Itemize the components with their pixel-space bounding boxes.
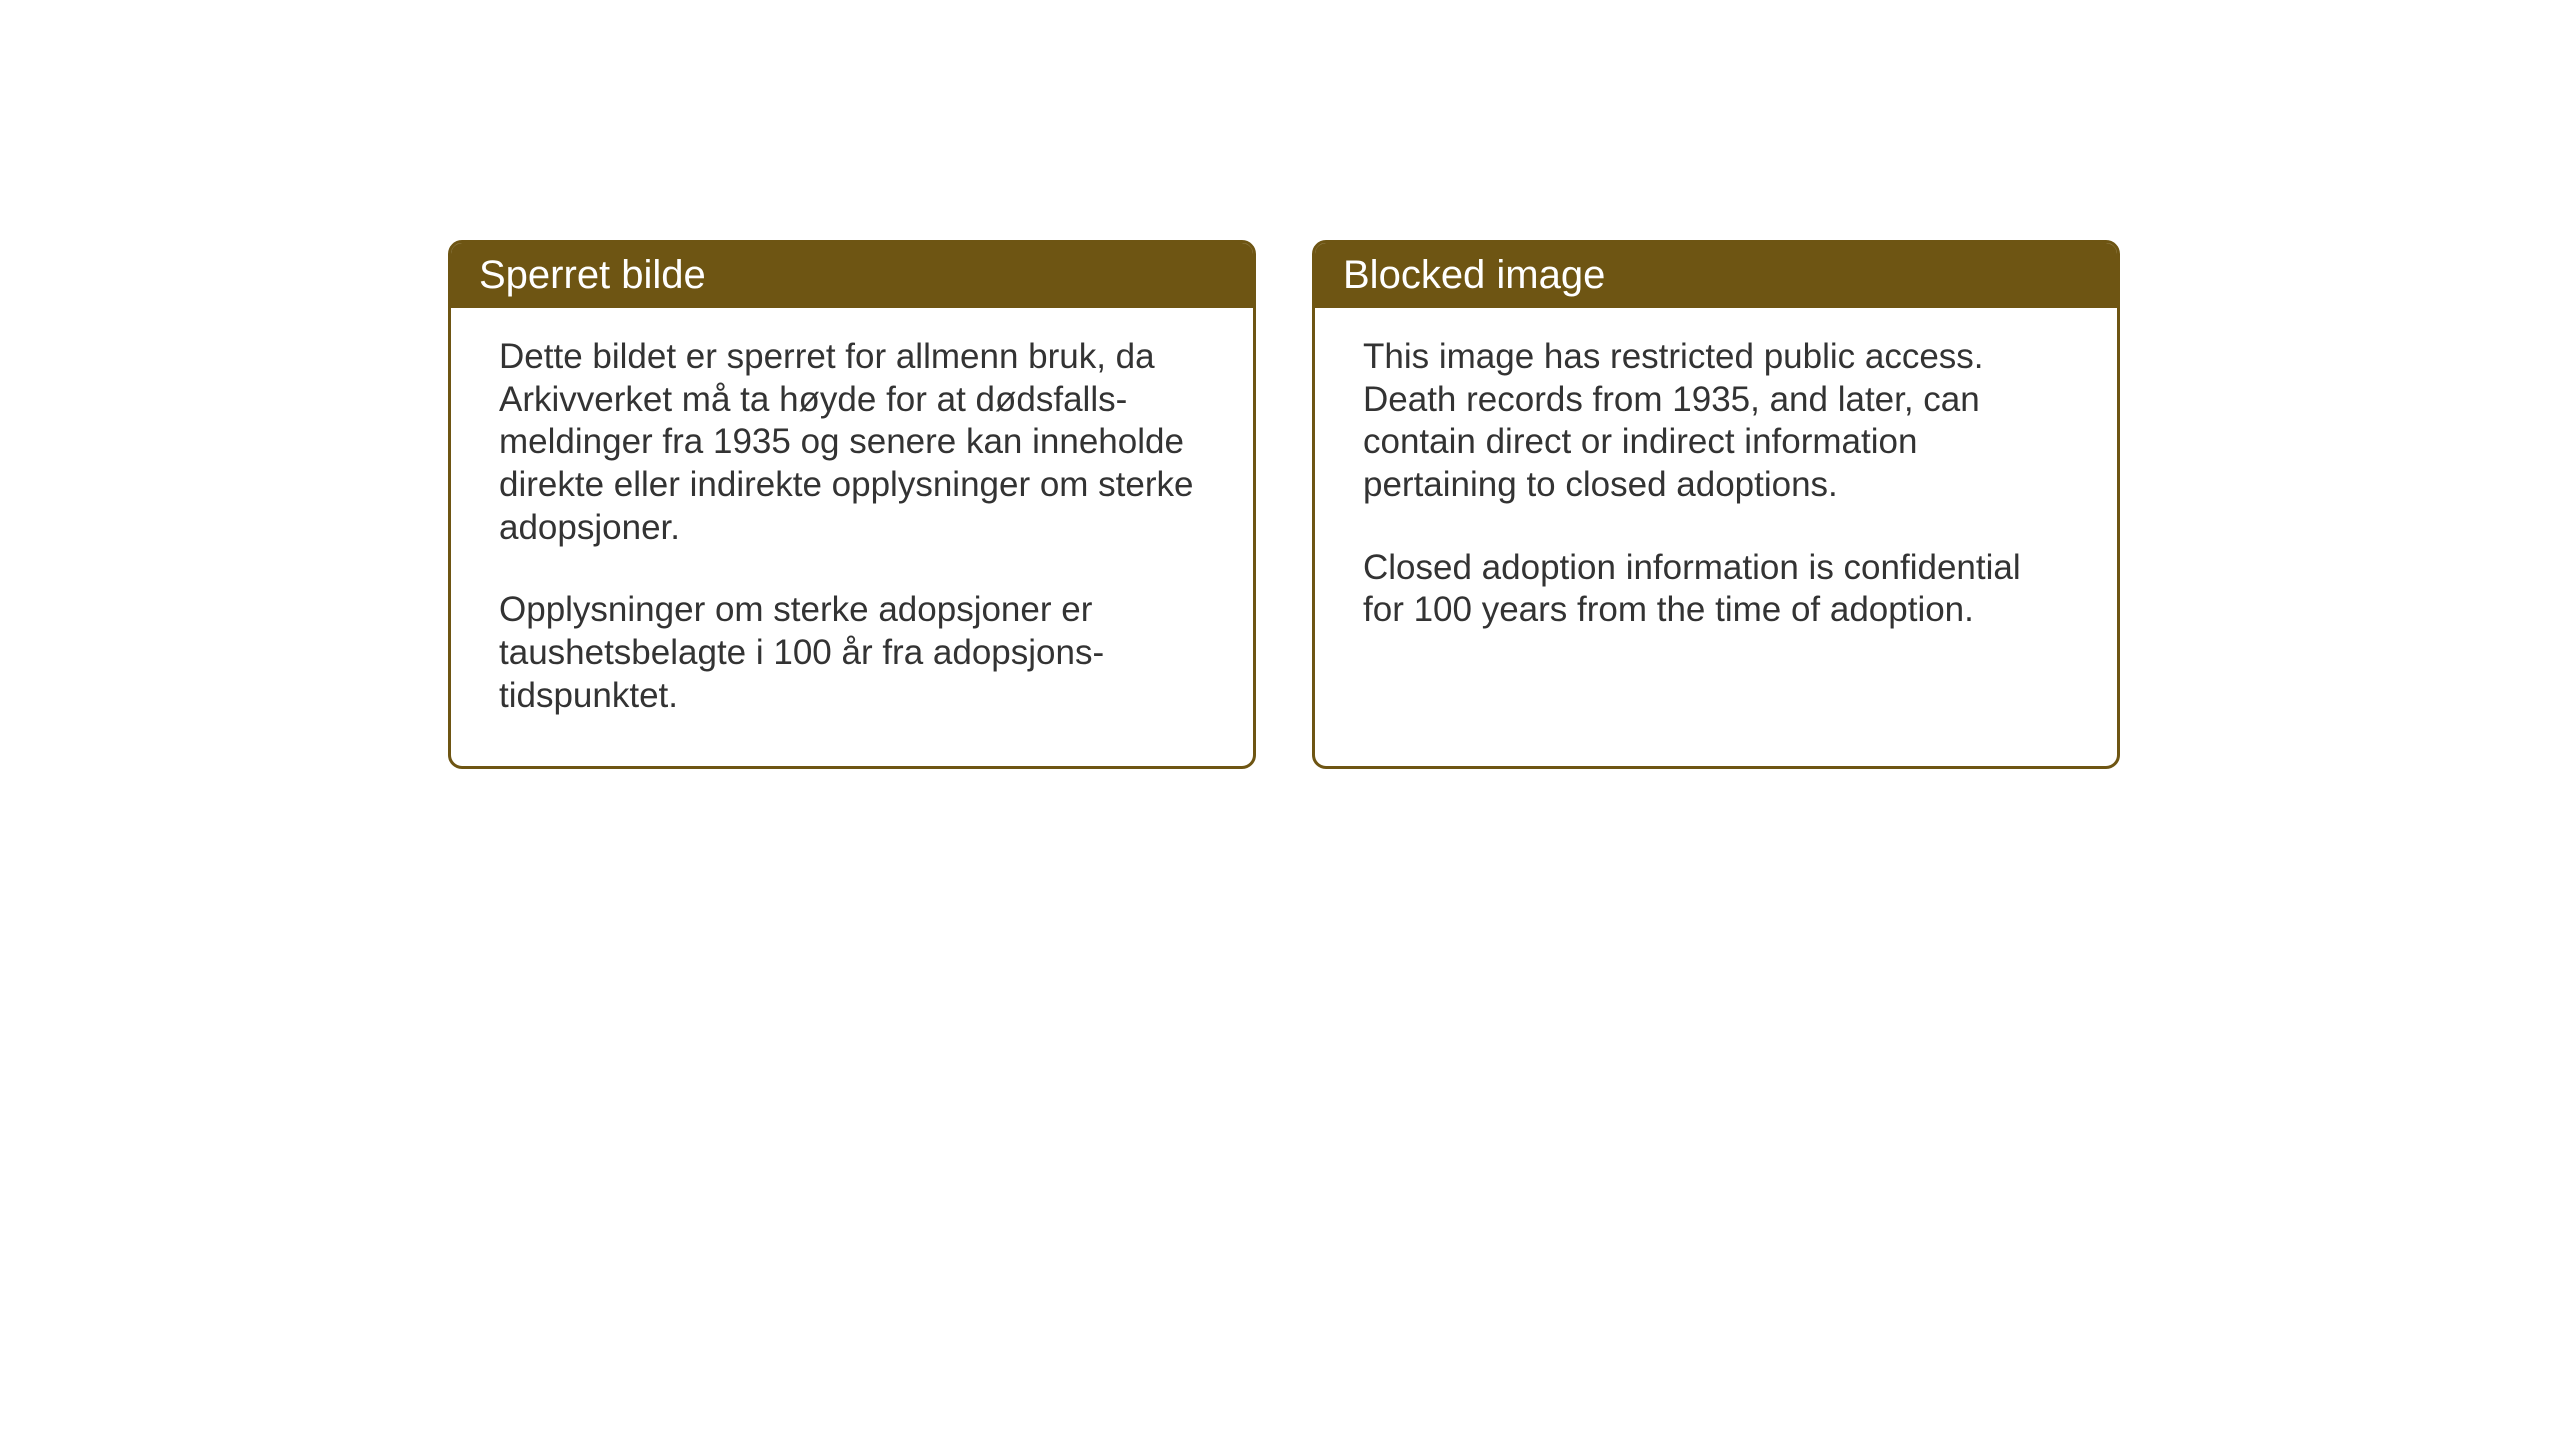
notice-container: Sperret bilde Dette bildet er sperret fo… <box>448 240 2120 769</box>
english-card-title: Blocked image <box>1315 243 2117 308</box>
english-notice-card: Blocked image This image has restricted … <box>1312 240 2120 769</box>
norwegian-paragraph-2: Opplysninger om sterke adopsjoner er tau… <box>499 589 1205 717</box>
english-paragraph-2: Closed adoption information is confident… <box>1363 547 2069 632</box>
english-card-body: This image has restricted public access.… <box>1315 308 2117 680</box>
norwegian-notice-card: Sperret bilde Dette bildet er sperret fo… <box>448 240 1256 769</box>
norwegian-paragraph-1: Dette bildet er sperret for allmenn bruk… <box>499 336 1205 549</box>
norwegian-card-body: Dette bildet er sperret for allmenn bruk… <box>451 308 1253 766</box>
norwegian-card-title: Sperret bilde <box>451 243 1253 308</box>
english-paragraph-1: This image has restricted public access.… <box>1363 336 2069 507</box>
